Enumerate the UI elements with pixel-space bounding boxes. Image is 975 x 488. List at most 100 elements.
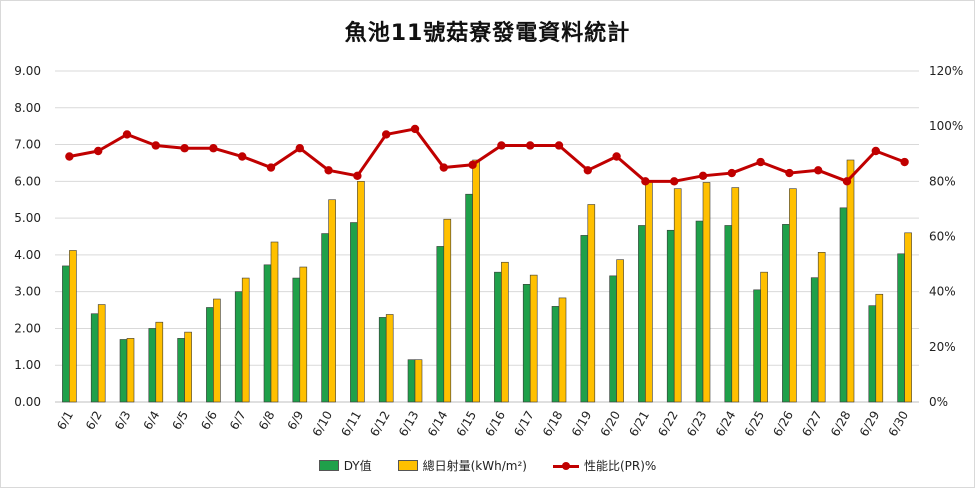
legend-swatch-dy <box>318 460 339 471</box>
pr-point <box>900 157 909 167</box>
y-left-tick-label: 7.00 <box>14 138 41 152</box>
bar-irradiance <box>443 218 452 403</box>
bar-dy <box>62 265 70 403</box>
x-tick-label: 6/16 <box>482 409 508 439</box>
bar-dy <box>724 225 733 403</box>
bar-dy <box>90 313 99 403</box>
pr-point <box>785 168 794 178</box>
bar-dy <box>465 193 473 403</box>
x-tick-label: 6/24 <box>713 409 739 439</box>
x-tick-label: 6/6 <box>198 409 220 433</box>
bar-dy <box>580 235 589 403</box>
x-tick-label: 6/11 <box>338 409 364 439</box>
legend-item-dy: DY值 <box>318 457 372 474</box>
x-tick-label: 6/10 <box>310 409 336 439</box>
x-tick-label: 6/19 <box>569 409 595 439</box>
legend-label-dy: DY值 <box>343 459 372 473</box>
pr-point <box>612 152 621 161</box>
bar-irradiance <box>241 277 250 403</box>
bar-irradiance <box>558 297 567 403</box>
legend-item-irradiance: 總日射量(kWh/m²) <box>397 457 527 474</box>
bar-irradiance <box>875 293 884 403</box>
legend: DY值 總日射量(kWh/m²) 性能比(PR)% <box>1 457 974 474</box>
pr-point <box>122 130 132 139</box>
x-tick-label: 6/5 <box>169 409 191 433</box>
y-left-tick-label: 1.00 <box>14 358 41 372</box>
y-left-tick-label: 0.00 <box>14 395 41 409</box>
y-left-tick-label: 4.00 <box>14 248 41 262</box>
pr-point <box>295 144 304 153</box>
bar-irradiance <box>184 331 192 403</box>
pr-point <box>65 152 74 161</box>
bar-dy <box>810 277 819 403</box>
axes: 0.00 1.00 2.00 3.00 4.00 5.00 6.00 7.00 8.00 9.00… <box>14 64 963 439</box>
x-tick-label: 6/30 <box>886 409 912 439</box>
gridlines <box>55 70 919 403</box>
legend-swatch-pr <box>552 461 579 471</box>
bar-dy <box>494 271 502 403</box>
pr-point <box>698 171 708 181</box>
bar-dy <box>666 229 675 403</box>
bar-irradiance <box>69 250 77 403</box>
x-tick-label: 6/7 <box>227 409 249 433</box>
bar-irradiance <box>846 159 855 403</box>
bar-dy <box>321 233 329 403</box>
y-right-tick-label: 20% <box>929 340 956 354</box>
bar-irradiance <box>616 259 624 403</box>
x-tick-label: 6/9 <box>285 409 307 433</box>
y-left-tick-label: 5.00 <box>14 211 41 225</box>
bar-irradiance <box>299 266 308 403</box>
chart-title: 魚池11號菇寮發電資料統計 <box>344 21 631 46</box>
bar-dy <box>292 277 301 403</box>
bar-dy <box>378 317 387 403</box>
pr-point <box>641 177 650 186</box>
bar-dy <box>782 224 790 403</box>
y-right-tick-label: 40% <box>929 285 956 299</box>
bar-irradiance <box>673 188 682 403</box>
x-tick-label: 6/3 <box>112 409 134 433</box>
bar-dy <box>868 305 877 403</box>
bar-dy <box>436 246 445 403</box>
x-tick-label: 6/27 <box>799 409 825 439</box>
y-right-tick-label: 0% <box>929 395 948 409</box>
x-tick-label: 6/23 <box>684 409 710 439</box>
bar-irradiance <box>731 187 740 403</box>
bar-dy <box>263 264 272 403</box>
bar-dy <box>350 222 358 403</box>
pr-point <box>180 144 189 153</box>
bar-irradiance <box>587 204 596 403</box>
bar-irradiance <box>472 159 480 403</box>
bar-irradiance <box>414 359 423 403</box>
bar-series <box>62 159 912 403</box>
bar-dy <box>897 253 905 403</box>
pr-point <box>670 177 679 186</box>
y-left-tick-label: 6.00 <box>14 174 41 188</box>
y-right-tick-label: 60% <box>929 230 956 244</box>
pr-point <box>526 141 535 150</box>
pr-point <box>353 171 362 181</box>
y-left-tick-label: 9.00 <box>14 64 41 78</box>
bar-irradiance <box>529 274 538 403</box>
bar-dy <box>695 220 704 403</box>
pr-point <box>756 157 765 167</box>
bar-irradiance <box>789 188 797 403</box>
line-series <box>65 124 909 186</box>
x-tick-label: 6/4 <box>141 409 163 433</box>
bar-irradiance <box>645 181 653 403</box>
pr-point <box>583 166 592 175</box>
legend-swatch-irradiance <box>397 460 418 471</box>
y-right-tick-label: 120% <box>929 64 963 78</box>
bar-irradiance <box>97 304 106 403</box>
bar-dy <box>551 306 560 403</box>
bar-dy <box>407 359 416 403</box>
bar-dy <box>638 225 646 403</box>
x-tick-label: 6/17 <box>511 409 537 439</box>
x-tick-label: 6/2 <box>83 409 105 433</box>
y-left-tick-label: 2.00 <box>14 321 41 335</box>
x-tick-label: 6/12 <box>367 409 393 439</box>
bar-dy <box>148 328 157 403</box>
x-tick-label: 6/8 <box>256 409 278 433</box>
pr-point <box>324 166 333 175</box>
y-left-tick-label: 8.00 <box>14 101 41 115</box>
